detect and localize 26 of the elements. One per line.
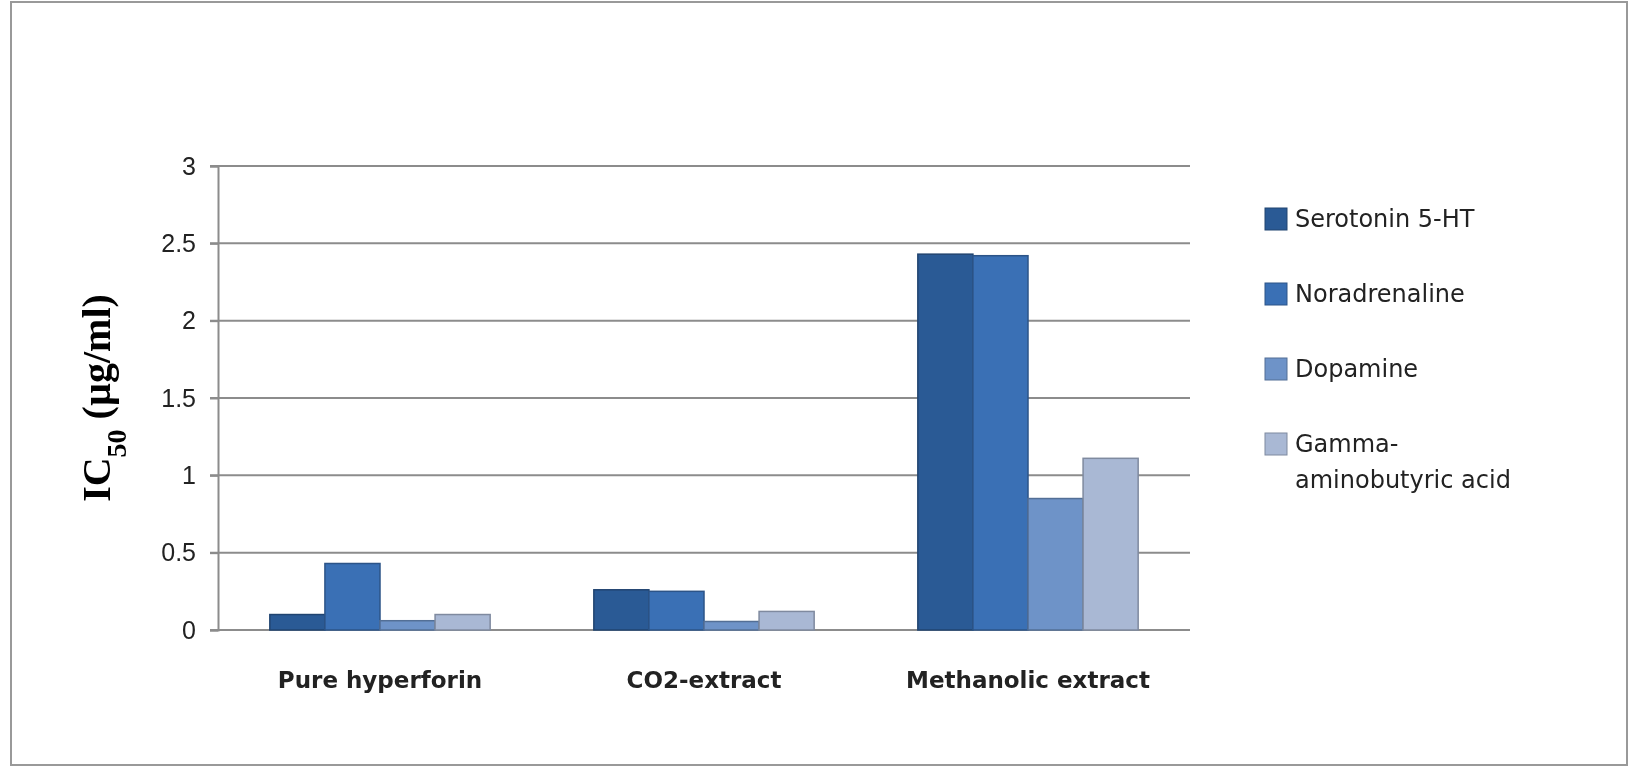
bar: [972, 254, 1029, 631]
bar: [1082, 457, 1139, 631]
bar: [324, 562, 381, 631]
bar: [703, 620, 760, 631]
bar: [1027, 497, 1084, 631]
x-tick-label: Methanolic extract: [906, 667, 1150, 693]
legend-label: Dopamine: [1295, 355, 1419, 383]
legend-label: Gamma-aminobutyric acid: [1295, 430, 1511, 494]
y-tick-label: 2.5: [161, 228, 196, 257]
y-tick-label: 1: [182, 460, 196, 489]
bar: [434, 613, 491, 631]
legend-label: Serotonin 5-HT: [1295, 205, 1475, 233]
y-tick-label: 1.5: [161, 383, 196, 412]
bar: [379, 619, 436, 631]
x-tick-label: Pure hyperforin: [277, 667, 483, 693]
bar: [648, 590, 705, 631]
x-tick-label: CO2-extract: [626, 667, 782, 693]
legend-label: Noradrenaline: [1295, 280, 1465, 308]
bar: [758, 610, 815, 631]
bar: [269, 613, 326, 631]
y-tick-label: 0: [182, 615, 196, 644]
y-tick-label: 3: [182, 151, 196, 180]
y-tick-label: 0.5: [161, 538, 196, 567]
bar: [917, 253, 974, 631]
y-tick-label: 2: [182, 306, 196, 335]
bar: [593, 589, 650, 631]
